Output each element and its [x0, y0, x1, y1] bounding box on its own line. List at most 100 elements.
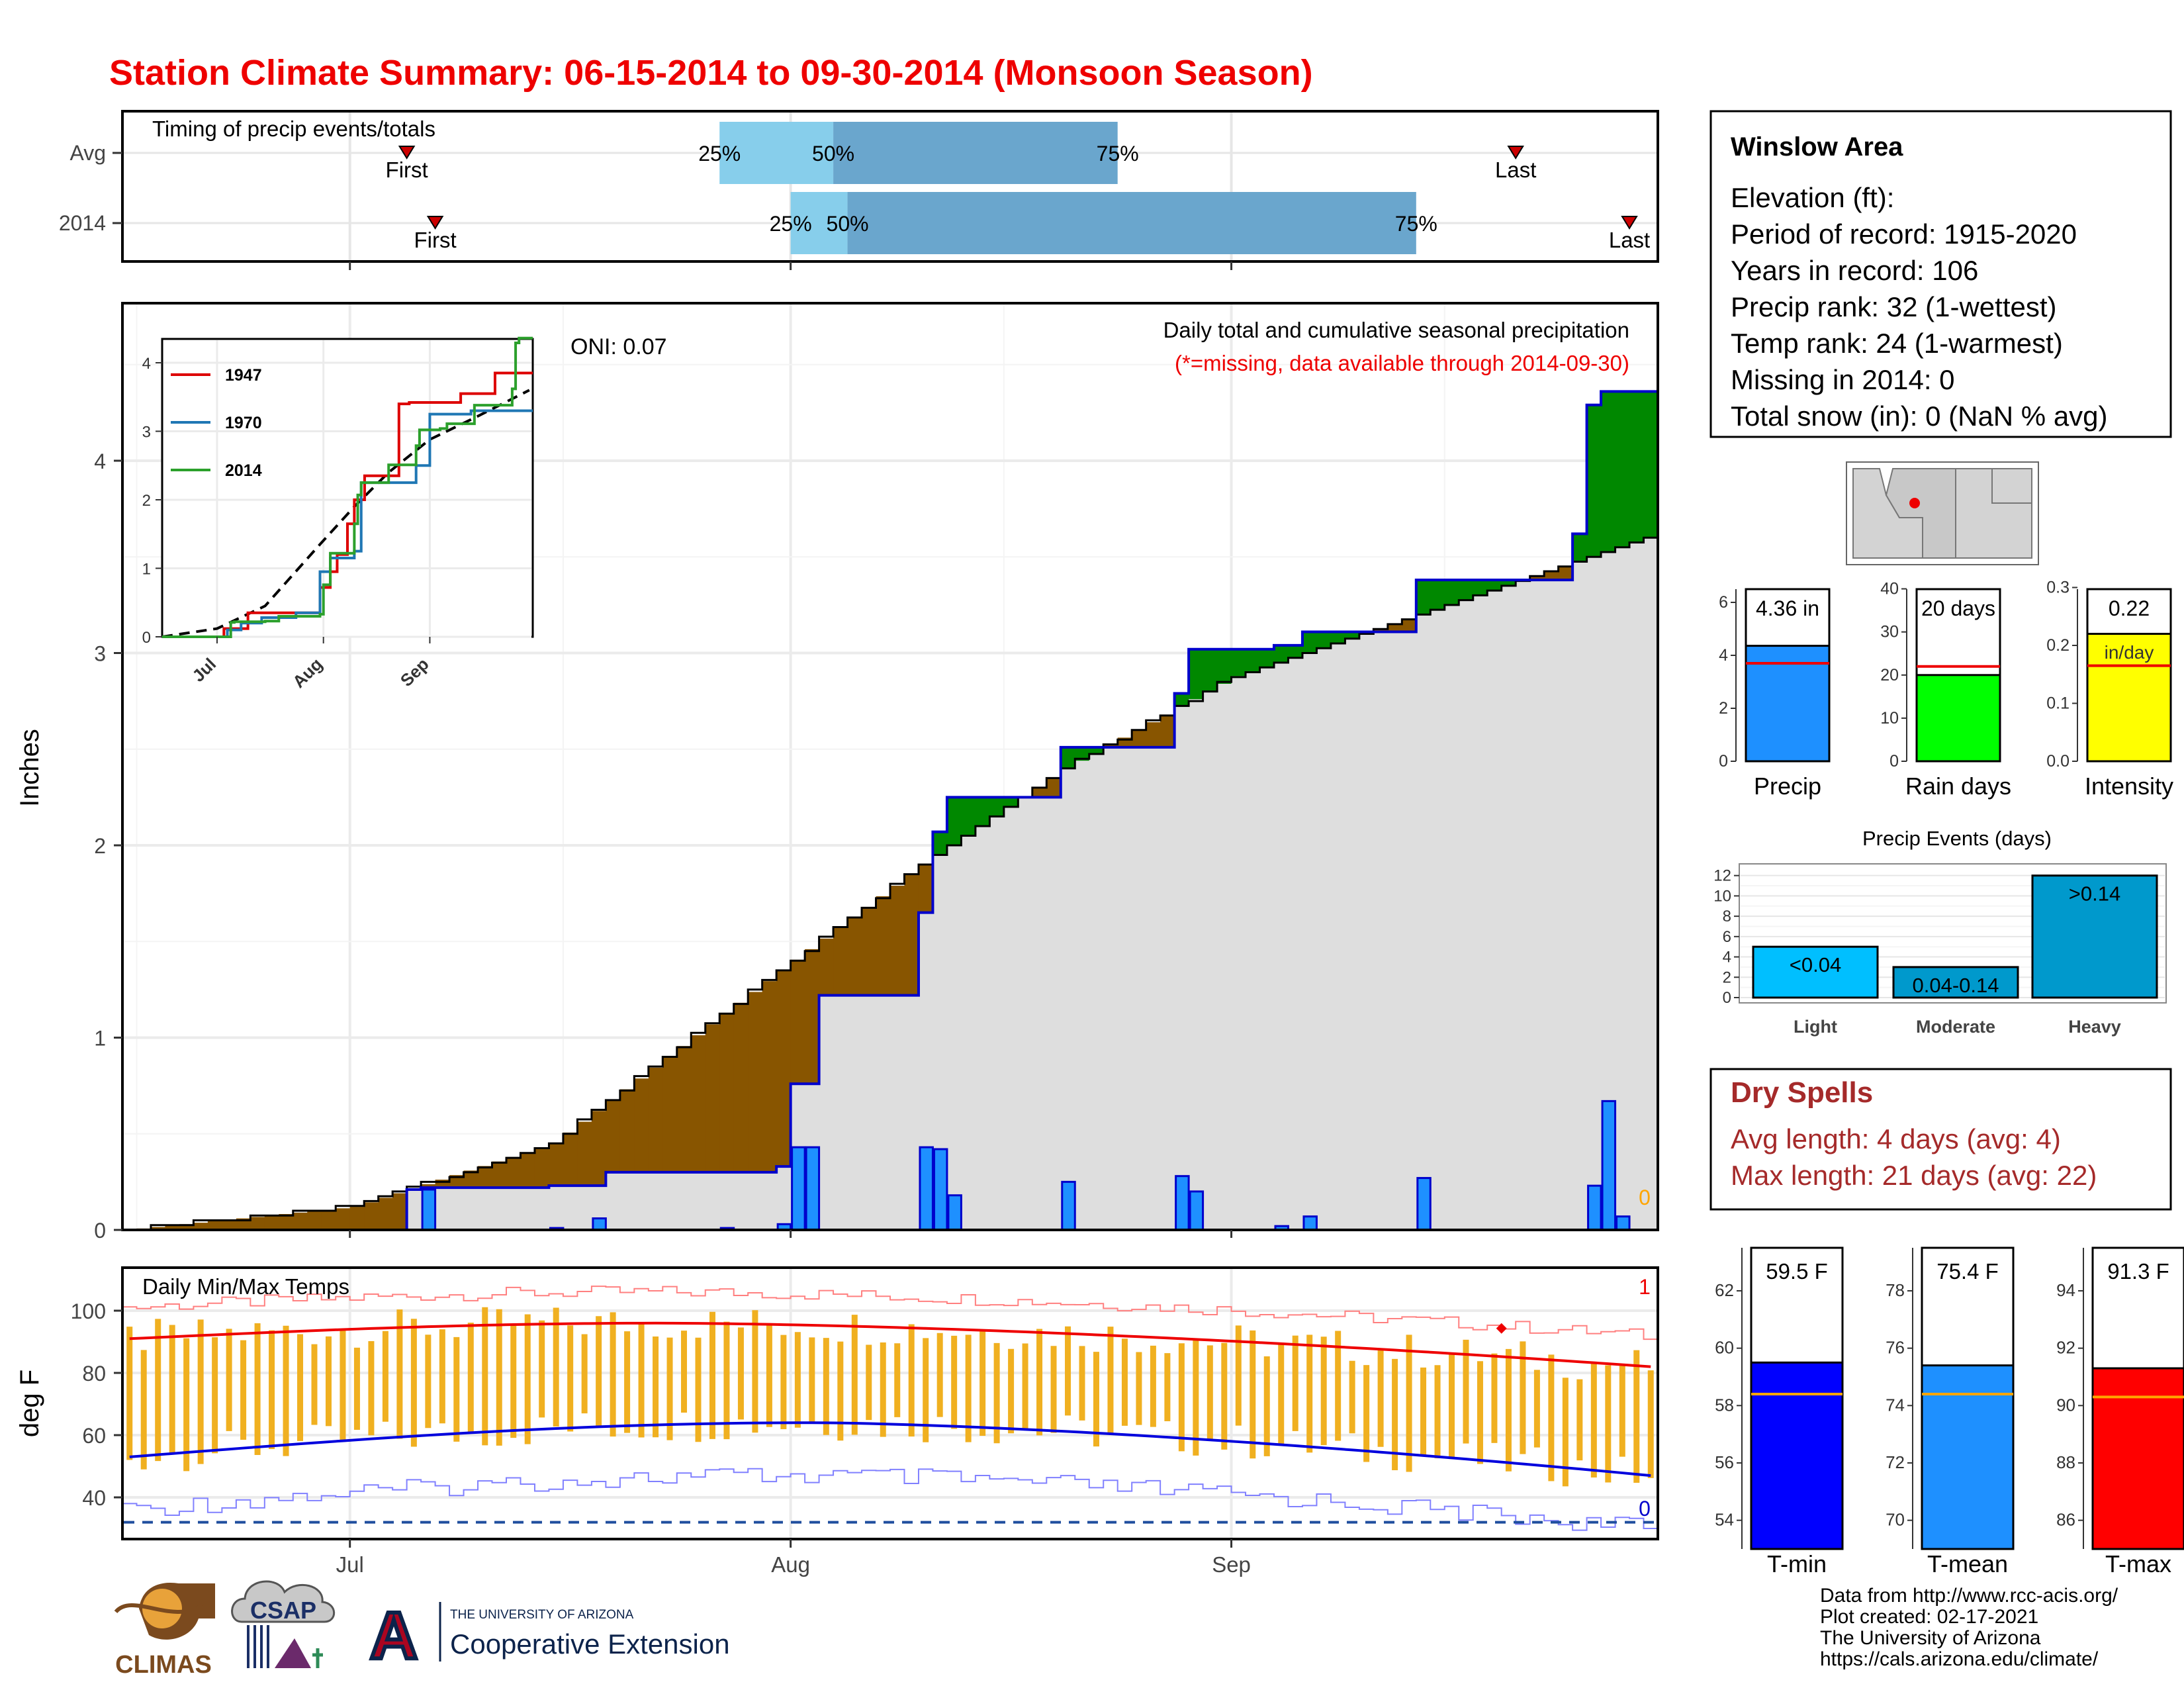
- temp-summary-tick-label: 58: [1715, 1395, 1734, 1415]
- intensity-unit-label: in/day: [2105, 642, 2154, 663]
- precip-base-area: [1373, 632, 1388, 1230]
- events-tick-label: 4: [1723, 949, 1731, 966]
- precip-base-area: [1274, 662, 1289, 1230]
- temp-panel: 40 60 80 100 Daily Min/Max Temps deg F 1 0: [15, 1266, 1659, 1540]
- inset-ytick-label: 1: [142, 561, 151, 579]
- daily-precip-bar: [1416, 1177, 1432, 1231]
- summary-tick-label: 30: [1880, 623, 1899, 641]
- temp-summary-tick-label: 76: [1886, 1338, 1905, 1358]
- precip-base-area: [1430, 610, 1445, 1230]
- daily-precip-bar: [1587, 1184, 1602, 1231]
- precip-base-area: [619, 1172, 635, 1230]
- precip-deficit-area: [833, 927, 848, 996]
- precip-surplus-area: [1231, 649, 1246, 677]
- precip-surplus-area: [975, 797, 990, 826]
- temp-summary-tick-label: 60: [1715, 1338, 1734, 1358]
- precip-base-area: [1387, 632, 1402, 1230]
- precip-deficit-area: [222, 1219, 237, 1230]
- precip-base-area: [1444, 606, 1459, 1230]
- summary-tick-label: 0.2: [2046, 636, 2070, 655]
- precip-surplus-area: [1217, 649, 1232, 684]
- climas-logo-text: CLIMAS: [115, 1651, 212, 1679]
- info-period: Period of record: 1915-2020: [1731, 218, 2077, 250]
- temp-summary-tick-label: 94: [2056, 1280, 2075, 1300]
- daily-precip-bar: [805, 1146, 821, 1231]
- timing-marker: [1621, 216, 1638, 230]
- precip-base-area: [719, 1172, 735, 1230]
- summary-tick-label: 0: [1889, 752, 1899, 771]
- summary-tick-label: 2: [1719, 699, 1728, 718]
- precip-surplus-area: [933, 831, 948, 855]
- precip-deficit-area: [279, 1214, 294, 1230]
- daily-precip-bar: [421, 1188, 437, 1231]
- precip-base-area: [1359, 633, 1374, 1230]
- footer-line-url: https://cals.arizona.edu/climate/: [1820, 1648, 2099, 1670]
- precip-deficit-area: [336, 1208, 351, 1230]
- precip-surplus-area: [1345, 632, 1360, 639]
- timing-pct-label: 50%: [812, 142, 854, 165]
- precip-base-area: [1586, 557, 1602, 1230]
- temp-title: Daily Min/Max Temps: [142, 1274, 349, 1299]
- info-temp-rank: Temp rank: 24 (1-warmest): [1731, 328, 2063, 359]
- timing-marker: [1507, 146, 1524, 160]
- daily-precip-bar: [592, 1217, 607, 1231]
- precip-deficit-area: [847, 917, 862, 996]
- precip-base-area: [833, 995, 848, 1230]
- summary-tick-label: 6: [1719, 593, 1728, 612]
- precip-deficit-area: [321, 1209, 336, 1230]
- raindays-bar: [1915, 674, 2001, 763]
- precip-deficit-area: [1529, 577, 1545, 581]
- precip-surplus-area: [1060, 747, 1075, 769]
- avg-max-temp-line: [129, 1321, 1651, 1368]
- precip-base-area: [933, 855, 948, 1230]
- precip-base-area: [492, 1188, 507, 1230]
- dry-spells-avg: Avg length: 4 days (avg: 4): [1731, 1123, 2061, 1154]
- temp-summary-tick-label: 62: [1715, 1280, 1734, 1300]
- summary-bars: 0 2 4 6 4.36 in Precip 0 10 20 30 40 20 days Rain da…: [1719, 579, 2173, 800]
- precip-deficit-area: [478, 1166, 493, 1188]
- events-tick-label: 10: [1713, 887, 1731, 905]
- precip-deficit-area: [207, 1221, 222, 1230]
- ua-small-text: THE UNIVERSITY OF ARIZONA: [450, 1608, 634, 1622]
- oni-label: ONI: 0.07: [570, 334, 667, 359]
- timing-marker: [426, 216, 444, 230]
- summary-tick-label: 20: [1880, 666, 1899, 684]
- precip-base-area: [1089, 753, 1104, 1230]
- precip-deficit-area: [918, 865, 934, 913]
- daily-precip-bar: [933, 1148, 948, 1231]
- precip-base-area: [1416, 615, 1431, 1230]
- temp-ylabel: deg F: [15, 1370, 44, 1437]
- precip-deficit-area: [1387, 624, 1402, 632]
- precip-deficit-area: [1046, 778, 1062, 798]
- timing-marker: [398, 146, 416, 160]
- precip-base-area: [1615, 547, 1630, 1230]
- csap-logo-text: CSAP: [250, 1597, 316, 1624]
- temp-xtick-label: Jul: [336, 1552, 364, 1577]
- tmin-summary-bar: [1750, 1361, 1844, 1550]
- timing-pct-label: 50%: [827, 212, 869, 236]
- intensity-value-label: 0.22: [2109, 596, 2150, 620]
- timing-row-label-2014: 2014: [59, 211, 106, 235]
- precip-base-area: [1345, 638, 1360, 1230]
- daily-precip-bar: [1601, 1100, 1617, 1231]
- precip-surplus-area: [1089, 747, 1104, 753]
- temp-count-top: 1: [1639, 1275, 1651, 1299]
- summary-tick-label: 0: [1719, 752, 1728, 771]
- precip-base-area: [577, 1186, 592, 1230]
- precip-deficit-area: [1402, 620, 1417, 632]
- precip-ylabel: Inches: [15, 729, 44, 807]
- precip-base-area: [1288, 657, 1303, 1230]
- info-missing: Missing in 2014: 0: [1731, 364, 1955, 395]
- info-precip-rank: Precip rank: 32 (1-wettest): [1731, 291, 2057, 322]
- precip-base-area: [662, 1172, 678, 1230]
- precip-deficit-area: [179, 1224, 195, 1230]
- precip-base-area: [549, 1186, 564, 1230]
- precip-surplus-area: [1330, 632, 1346, 643]
- temp-xtick-label: Sep: [1212, 1552, 1251, 1577]
- summary-tick-label: 0.0: [2046, 752, 2070, 771]
- precip-value-label: 4.36 in: [1756, 596, 1819, 620]
- precip-base-area: [1629, 542, 1645, 1230]
- precip-base-area: [691, 1172, 706, 1230]
- precip-deficit-area: [904, 875, 919, 996]
- precip-bar: [1745, 645, 1831, 763]
